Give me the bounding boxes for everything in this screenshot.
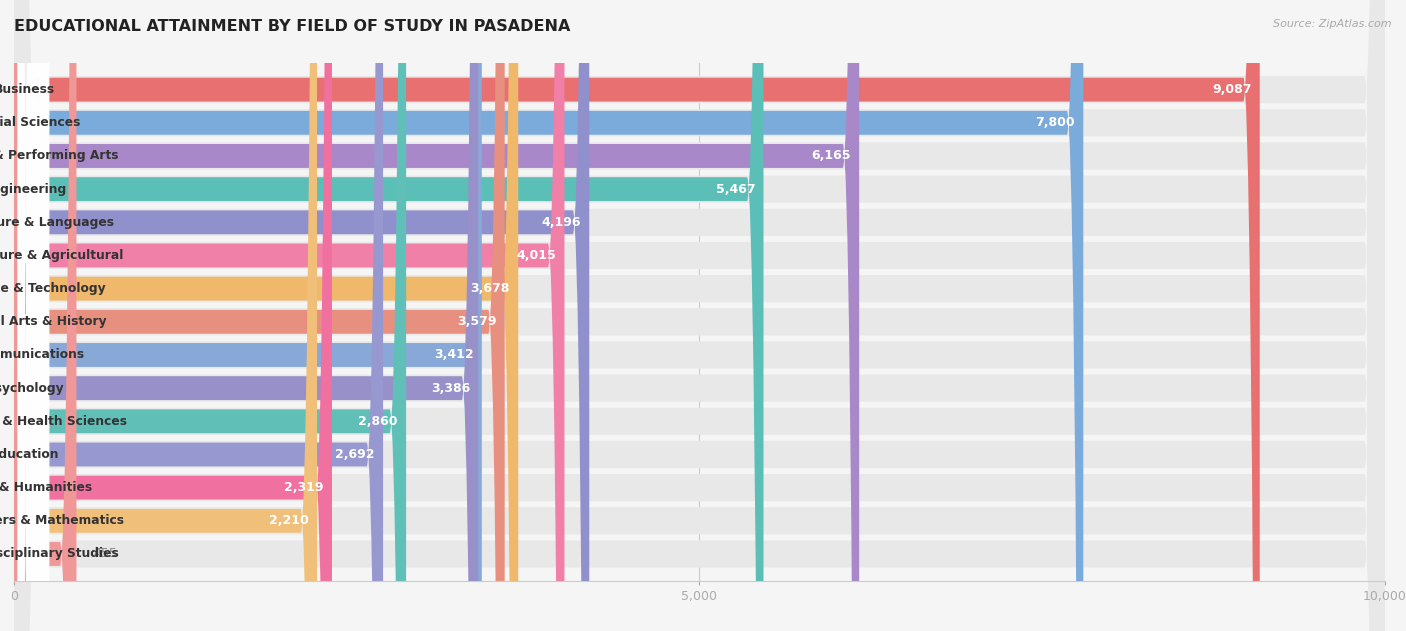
Text: Engineering: Engineering — [0, 182, 67, 196]
Text: Science & Technology: Science & Technology — [0, 282, 105, 295]
FancyBboxPatch shape — [14, 0, 1260, 631]
FancyBboxPatch shape — [14, 0, 482, 631]
FancyBboxPatch shape — [14, 0, 1084, 631]
FancyBboxPatch shape — [14, 0, 1385, 631]
Text: Communications: Communications — [0, 348, 84, 362]
Text: EDUCATIONAL ATTAINMENT BY FIELD OF STUDY IN PASADENA: EDUCATIONAL ATTAINMENT BY FIELD OF STUDY… — [14, 19, 571, 34]
Text: 3,579: 3,579 — [457, 316, 496, 328]
Text: Multidisciplinary Studies: Multidisciplinary Studies — [0, 548, 118, 560]
FancyBboxPatch shape — [14, 0, 478, 631]
FancyBboxPatch shape — [14, 0, 1385, 631]
Text: Literature & Languages: Literature & Languages — [0, 216, 114, 229]
FancyBboxPatch shape — [18, 0, 49, 631]
FancyBboxPatch shape — [14, 0, 763, 631]
FancyBboxPatch shape — [14, 0, 1385, 631]
Text: 3,412: 3,412 — [434, 348, 474, 362]
FancyBboxPatch shape — [14, 0, 1385, 631]
FancyBboxPatch shape — [14, 0, 332, 631]
FancyBboxPatch shape — [18, 0, 46, 631]
Text: 5,467: 5,467 — [716, 182, 755, 196]
Text: 3,678: 3,678 — [471, 282, 510, 295]
FancyBboxPatch shape — [18, 0, 32, 631]
Text: 2,860: 2,860 — [359, 415, 398, 428]
Text: 7,800: 7,800 — [1035, 116, 1076, 129]
Text: 2,210: 2,210 — [269, 514, 309, 528]
FancyBboxPatch shape — [18, 0, 39, 631]
FancyBboxPatch shape — [14, 0, 1385, 631]
FancyBboxPatch shape — [14, 0, 859, 631]
Text: Social Sciences: Social Sciences — [0, 116, 80, 129]
FancyBboxPatch shape — [14, 0, 382, 631]
Text: Visual & Performing Arts: Visual & Performing Arts — [0, 150, 118, 162]
Text: 3,386: 3,386 — [430, 382, 470, 394]
Text: 2,319: 2,319 — [284, 481, 323, 494]
Text: Computers & Mathematics: Computers & Mathematics — [0, 514, 124, 528]
FancyBboxPatch shape — [18, 0, 38, 631]
Text: Business: Business — [0, 83, 55, 96]
FancyBboxPatch shape — [18, 0, 45, 631]
FancyBboxPatch shape — [14, 0, 519, 631]
Text: 2,692: 2,692 — [336, 448, 375, 461]
FancyBboxPatch shape — [14, 0, 76, 631]
FancyBboxPatch shape — [14, 0, 505, 631]
FancyBboxPatch shape — [14, 0, 564, 631]
FancyBboxPatch shape — [18, 0, 44, 631]
FancyBboxPatch shape — [18, 0, 48, 631]
FancyBboxPatch shape — [18, 0, 37, 631]
FancyBboxPatch shape — [14, 0, 1385, 631]
FancyBboxPatch shape — [18, 0, 31, 631]
Text: 455: 455 — [93, 548, 117, 560]
FancyBboxPatch shape — [14, 0, 1385, 631]
Text: Arts & Humanities: Arts & Humanities — [0, 481, 91, 494]
Text: Physical & Health Sciences: Physical & Health Sciences — [0, 415, 127, 428]
FancyBboxPatch shape — [14, 0, 589, 631]
FancyBboxPatch shape — [14, 0, 1385, 631]
FancyBboxPatch shape — [14, 0, 316, 631]
Text: Education: Education — [0, 448, 59, 461]
FancyBboxPatch shape — [14, 0, 1385, 631]
Text: 9,087: 9,087 — [1212, 83, 1251, 96]
FancyBboxPatch shape — [14, 0, 1385, 631]
FancyBboxPatch shape — [14, 0, 1385, 631]
FancyBboxPatch shape — [14, 0, 1385, 631]
FancyBboxPatch shape — [18, 0, 45, 631]
FancyBboxPatch shape — [18, 0, 48, 631]
Text: Source: ZipAtlas.com: Source: ZipAtlas.com — [1274, 19, 1392, 29]
FancyBboxPatch shape — [18, 0, 32, 631]
Text: Liberal Arts & History: Liberal Arts & History — [0, 316, 107, 328]
FancyBboxPatch shape — [14, 0, 1385, 631]
FancyBboxPatch shape — [18, 0, 49, 631]
FancyBboxPatch shape — [14, 0, 406, 631]
Text: 4,196: 4,196 — [541, 216, 581, 229]
FancyBboxPatch shape — [18, 0, 34, 631]
Text: Bio, Nature & Agricultural: Bio, Nature & Agricultural — [0, 249, 124, 262]
FancyBboxPatch shape — [14, 0, 1385, 631]
FancyBboxPatch shape — [14, 0, 1385, 631]
Text: 6,165: 6,165 — [811, 150, 851, 162]
Text: Psychology: Psychology — [0, 382, 65, 394]
Text: 4,015: 4,015 — [516, 249, 557, 262]
